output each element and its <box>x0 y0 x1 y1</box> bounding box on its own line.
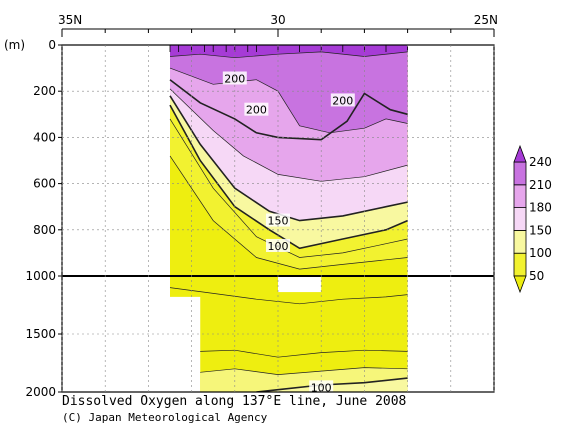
colorbar-segment <box>513 252 527 277</box>
y-tick-label: 400 <box>33 130 56 144</box>
contour-line-lower-70 <box>169 287 408 305</box>
axes: 35N 30 25N 0 200 400 600 800 1000 1500 2000 (m) <box>4 13 498 399</box>
contour-label: 200 <box>332 94 353 107</box>
contour-label-bg <box>222 71 247 85</box>
missing-data-box <box>278 277 322 293</box>
contour-label-bg <box>244 102 269 116</box>
contour-label: 100 <box>311 381 332 394</box>
y-tick-label: 0 <box>48 38 56 52</box>
colorbar-label: 150 <box>529 223 552 237</box>
colorbar: 50 100 150 180 210 240 <box>513 144 552 294</box>
colorbar-segment <box>513 184 527 209</box>
contour-label-bg <box>330 93 355 107</box>
colorbar-label: 50 <box>529 269 544 283</box>
x-tick-label: 30 <box>270 13 285 27</box>
chart-title: Dissolved Oxygen along 137°E line, June … <box>62 394 407 409</box>
contour-line-60 <box>169 155 408 270</box>
colorbar-label: 210 <box>529 178 552 192</box>
contour-label: 200 <box>246 104 267 117</box>
y-tick-label: 200 <box>33 84 56 98</box>
x-tick-label: 25N <box>474 13 498 27</box>
y-tick-label: 600 <box>33 177 56 191</box>
colorbar-segment <box>513 207 527 231</box>
missing-wedge <box>170 296 201 392</box>
y-tick-label: 1000 <box>25 269 56 283</box>
contour-line-80 <box>169 118 408 258</box>
colorbar-label: 180 <box>529 201 552 215</box>
colorbar-label: 240 <box>529 155 552 169</box>
contour-label: 200 <box>224 72 245 85</box>
colorbar-label: 100 <box>529 246 552 260</box>
band-fill-210 <box>170 45 408 133</box>
contour-line-lower-90 <box>200 367 408 375</box>
colorbar-bottom-arrow <box>513 275 527 294</box>
x-tick-label: 35N <box>58 13 82 27</box>
contour-line-200 <box>169 79 408 141</box>
y-tick-label: 1500 <box>25 327 56 341</box>
y-tick-label: 800 <box>33 223 56 237</box>
contour-line-lower-80 <box>200 349 408 358</box>
colorbar-top-arrow <box>513 144 527 163</box>
colorbar-segment <box>513 161 527 186</box>
colorbar-segment <box>513 229 527 254</box>
chart-credit: (C) Japan Meteorological Agency <box>62 411 268 424</box>
y-tick-label: 2000 <box>25 385 56 399</box>
y-axis-unit: (m) <box>4 38 25 52</box>
